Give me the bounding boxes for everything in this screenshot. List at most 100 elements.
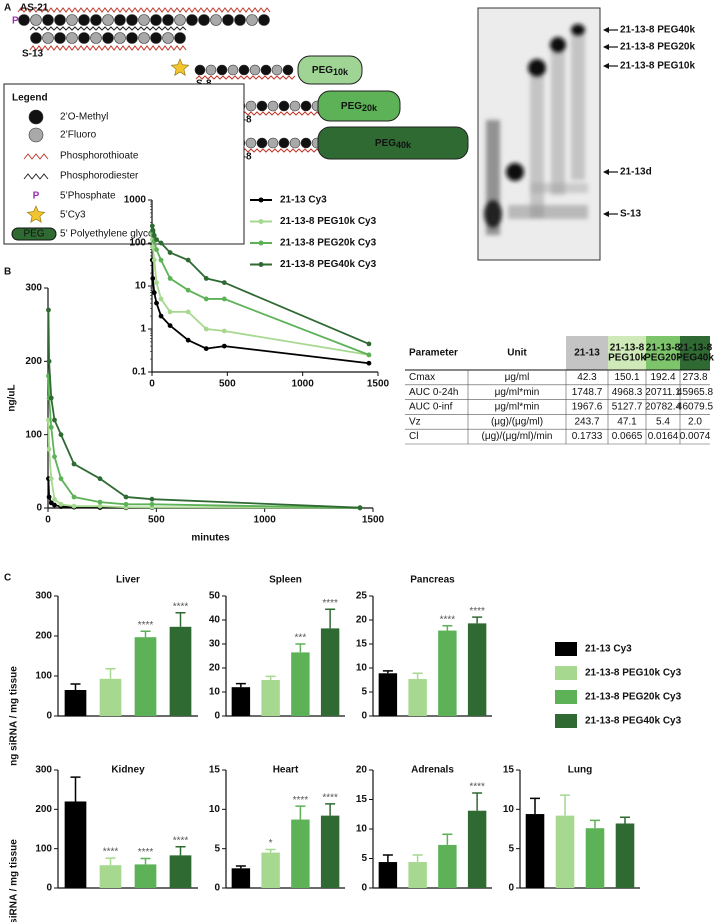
- gel-label: S-13: [620, 209, 642, 220]
- nucleotide: [28, 127, 44, 143]
- nucleotide: [174, 32, 186, 44]
- nucleotide: [245, 137, 257, 149]
- data-point: [151, 257, 157, 263]
- header-text: PEG10k: [608, 353, 646, 364]
- series-line: [47, 478, 361, 509]
- y-tick-label: 20: [356, 765, 368, 776]
- cy3-star: [170, 58, 190, 76]
- nucleotide: [186, 14, 198, 26]
- chart-title: Pancreas: [410, 575, 455, 586]
- linkage: [195, 75, 296, 80]
- gel-band: [550, 37, 566, 53]
- table-cell: 0.0665: [612, 431, 643, 442]
- bar: [555, 815, 575, 888]
- peg-block: [317, 90, 401, 122]
- table-cell: 243.7: [574, 416, 599, 427]
- table-cell: 2.0: [688, 416, 702, 427]
- peg-sub: 20k: [362, 103, 378, 113]
- cy3-star: [26, 205, 46, 223]
- nucleotide: [245, 100, 257, 112]
- nucleotide: [210, 14, 222, 26]
- legend-item: 5’Cy3: [60, 210, 86, 221]
- bar: [320, 815, 340, 888]
- data-point: [203, 296, 209, 302]
- bar: [231, 687, 251, 716]
- linkage: [29, 45, 187, 51]
- y-tick-label: 10: [356, 824, 368, 835]
- nucleotide: [289, 137, 301, 149]
- table-cell: 46079.5: [677, 402, 714, 413]
- nucleotide: [138, 14, 150, 26]
- chart-title: Liver: [116, 575, 140, 586]
- data-point: [48, 424, 54, 430]
- nucleotide: [42, 32, 54, 44]
- table-cell: AUC 0-inf: [409, 402, 453, 413]
- gel-label: 21-13-8 PEG20k: [620, 42, 695, 53]
- bar: [320, 628, 340, 716]
- gel-arrowhead: [603, 63, 609, 69]
- error-bar: [472, 616, 483, 624]
- y-tick-label: 10: [209, 687, 221, 698]
- y-tick-label: 15: [503, 765, 515, 776]
- data-point: [150, 276, 156, 281]
- nucleotide: [246, 14, 258, 26]
- significance: ****: [138, 620, 154, 631]
- y-tick-label: 0: [214, 883, 220, 894]
- legend-label: 21-13-8 PEG40k Cy3: [585, 716, 682, 727]
- data-point: [221, 296, 227, 302]
- nucleotide: [78, 14, 90, 26]
- error-bar: [530, 797, 540, 815]
- error-bar: [105, 668, 116, 679]
- gel-label: 21-13d: [620, 167, 652, 178]
- error-bar: [295, 805, 306, 820]
- data-point: [366, 360, 372, 366]
- table-cell: 0.0074: [680, 431, 711, 442]
- legend-swatch: [258, 262, 264, 267]
- bar: [261, 680, 280, 716]
- nucleotide: [278, 137, 290, 149]
- x-tick-label: 1000: [292, 379, 315, 390]
- bar: [467, 623, 487, 716]
- table-cell: Vz: [409, 416, 421, 427]
- bar: [438, 844, 457, 888]
- gel-smear: [571, 30, 585, 180]
- x-tick-label: 1500: [367, 379, 390, 390]
- error-bar: [140, 630, 151, 638]
- nucleotide: [267, 137, 279, 149]
- nucleotide: [271, 64, 283, 76]
- data-point: [52, 496, 57, 502]
- nucleotide: [194, 64, 206, 76]
- error-bar: [325, 608, 336, 629]
- data-point: [46, 494, 52, 500]
- chart-title: Lung: [568, 765, 592, 776]
- y-tick-label: 200: [35, 631, 52, 642]
- gel-band: [484, 200, 502, 228]
- table-cell: μg/ml*min: [495, 402, 540, 413]
- y-tick-label: 25: [356, 591, 368, 602]
- error-bar: [105, 857, 116, 866]
- error-bar: [175, 845, 186, 856]
- y-tick-label: 15: [209, 765, 221, 776]
- data-point: [151, 290, 157, 296]
- error-bar: [70, 683, 81, 690]
- series-line: [47, 309, 361, 509]
- y-tick-label: 0: [46, 883, 52, 894]
- header-cell: [646, 336, 680, 370]
- header-text: 21-13-8: [678, 343, 713, 354]
- header-text: 21-13-8: [610, 343, 645, 354]
- nucleotide: [282, 64, 294, 76]
- bar: [467, 810, 487, 888]
- data-point: [158, 240, 164, 246]
- bar: [134, 637, 157, 716]
- legend-label: 21-13-8 PEG40k Cy3: [280, 259, 377, 270]
- error-bar: [175, 612, 186, 627]
- y-tick-label: 1000: [124, 195, 147, 206]
- legend-item: 2’Fluoro: [60, 130, 97, 141]
- table-cell: 1748.7: [572, 387, 603, 398]
- x-axis-label: minutes: [191, 533, 230, 544]
- y-axis-label: ng/uL: [7, 384, 18, 411]
- data-point: [167, 250, 173, 255]
- bar: [378, 673, 398, 716]
- nucleotide: [90, 14, 102, 26]
- significance: ****: [322, 792, 338, 803]
